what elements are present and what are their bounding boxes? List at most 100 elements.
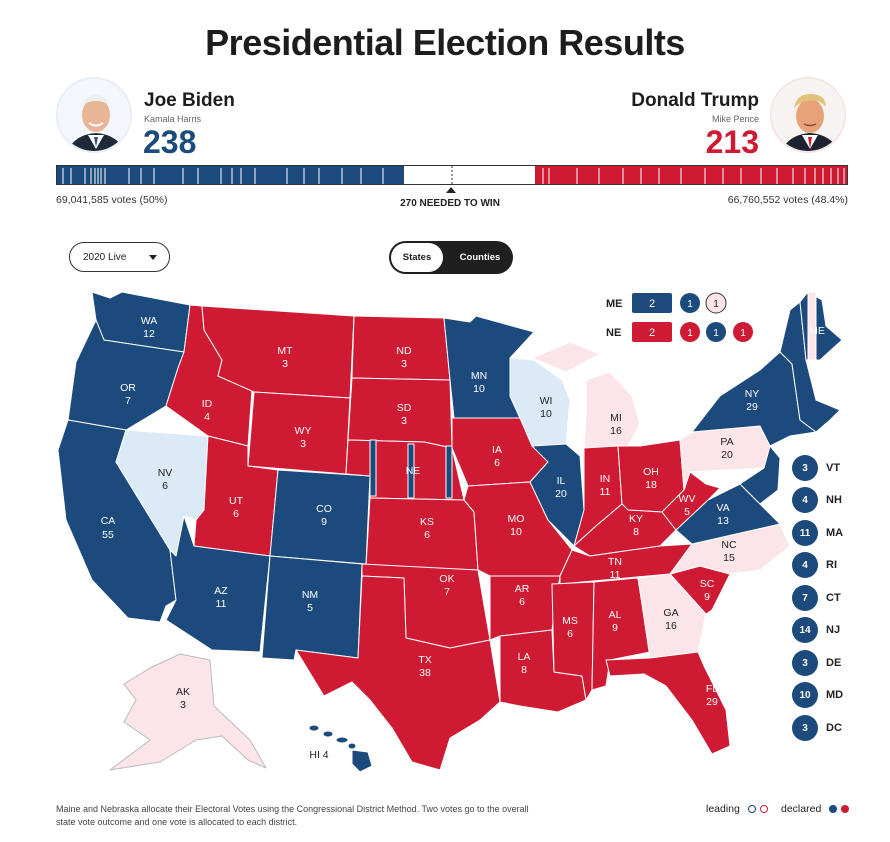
ev-tn: 11 [610,569,621,581]
state-ak[interactable] [109,653,267,771]
small-state-abbr: NJ [826,624,841,636]
state-fl[interactable] [605,651,731,755]
state-tx[interactable] [295,575,501,771]
district-legend: ME 2 1 1 NE 2 1 1 1 [606,292,753,342]
label-nc: NC [721,539,737,551]
label-ms: MS [562,615,578,627]
ev-ky: 8 [633,526,639,538]
ne-district-3[interactable] [445,445,453,499]
trump-running-mate: Mike Pence [711,114,759,124]
me-district-1-badge[interactable] [680,293,700,313]
small-state-md[interactable]: 10 MD [792,682,843,708]
small-state-abbr: DC [826,722,842,734]
state-hi[interactable] [308,724,373,773]
ev-nd: 3 [401,358,407,370]
label-ar: AR [515,583,530,595]
label-tn: TN [608,556,622,568]
ne-label: NE [606,327,621,339]
legend-leading: leading [706,803,768,815]
ev-ok: 7 [444,586,450,598]
ev-mo: 10 [510,526,522,538]
ev-wa: 12 [143,328,155,340]
small-state-ev: 10 [792,682,818,708]
ne-statewide-box[interactable] [632,322,672,342]
state-mi[interactable] [531,341,641,449]
ev-va: 13 [717,515,729,527]
state-nj-de-md[interactable] [739,445,781,505]
chevron-down-icon [149,255,157,260]
label-mi: MI [610,412,622,424]
ne-district-1-ev: 1 [687,328,693,339]
small-state-ma[interactable]: 11 MA [792,520,843,546]
ev-il: 20 [555,488,567,500]
ev-nc: 15 [723,552,735,564]
ev-ny: 29 [746,401,758,413]
year-select[interactable]: 2020 Live [69,242,170,272]
label-ok: OK [439,573,454,585]
trump-electoral-votes: 213 [705,124,759,160]
small-state-ev: 7 [792,585,818,611]
label-wa: WA [141,315,158,327]
label-az: AZ [214,585,228,597]
label-al: AL [609,609,622,621]
ev-ms: 6 [567,628,573,640]
page-title: Presidential Election Results [205,22,685,63]
state-ga[interactable] [637,573,707,659]
small-state-ri[interactable]: 4 RI [792,552,837,578]
small-state-ev: 11 [792,520,818,546]
state-nc[interactable] [669,523,791,575]
state-co[interactable] [269,469,371,565]
label-or: OR [120,382,136,394]
ne-district-3-badge[interactable] [733,322,753,342]
trump-popular-votes: 66,760,552 votes (48.4%) [727,194,848,206]
small-state-vt[interactable]: 3 VT [792,455,840,481]
small-state-abbr: MA [826,527,844,539]
ev-ca: 55 [102,529,114,541]
label-sc: SC [700,578,715,590]
biden-bar-fill [57,166,404,184]
ev-wy: 3 [300,438,306,450]
ev-sc: 9 [704,591,710,603]
ne-district-1-badge[interactable] [680,322,700,342]
small-state-de[interactable]: 3 DE [792,650,841,676]
small-state-ev: 3 [792,715,818,741]
small-state-nj[interactable]: 14 NJ [792,617,840,643]
state-new-england[interactable] [779,301,841,433]
label-sd: SD [397,402,412,414]
state-ks[interactable] [365,497,479,571]
small-state-dc[interactable]: 3 DC [792,715,842,741]
ev-mi: 16 [610,425,622,437]
ev-al: 9 [612,622,618,634]
label-wv: WV [679,493,696,505]
ne-district-1[interactable] [407,443,415,499]
label-nm: NM [302,589,318,601]
state-az[interactable] [165,515,271,653]
trump-name: Donald Trump [631,90,759,111]
me-district-2[interactable] [807,291,817,361]
label-ny: NY [745,388,760,400]
declared-dem-icon [829,805,838,813]
ev-ar: 6 [519,596,525,608]
me-district-2-badge[interactable] [705,292,727,314]
tab-states[interactable]: States [391,243,443,272]
me-statewide-box[interactable] [632,293,672,313]
ne-district-3-ev: 1 [740,328,746,339]
label-il: IL [557,475,566,487]
view-toggle[interactable]: States Counties [389,241,513,274]
small-state-nh[interactable]: 4 NH [792,487,842,513]
needed-to-win-label: 270 NEEDED TO WIN [400,198,500,209]
me-statewide-ev: 2 [649,298,655,310]
ne-district-2-badge[interactable] [706,322,726,342]
ev-nv: 6 [162,480,168,492]
tab-counties[interactable]: Counties [459,252,501,263]
label-in: IN [600,473,611,485]
ev-ia: 6 [494,457,500,469]
label-mt: MT [277,345,293,357]
leading-rep-icon [759,805,768,813]
ne-district-2[interactable] [369,439,377,497]
ev-wi: 10 [540,408,552,420]
win-threshold-marker [446,187,456,193]
small-state-ct[interactable]: 7 CT [792,585,841,611]
label-ut: UT [229,495,244,507]
